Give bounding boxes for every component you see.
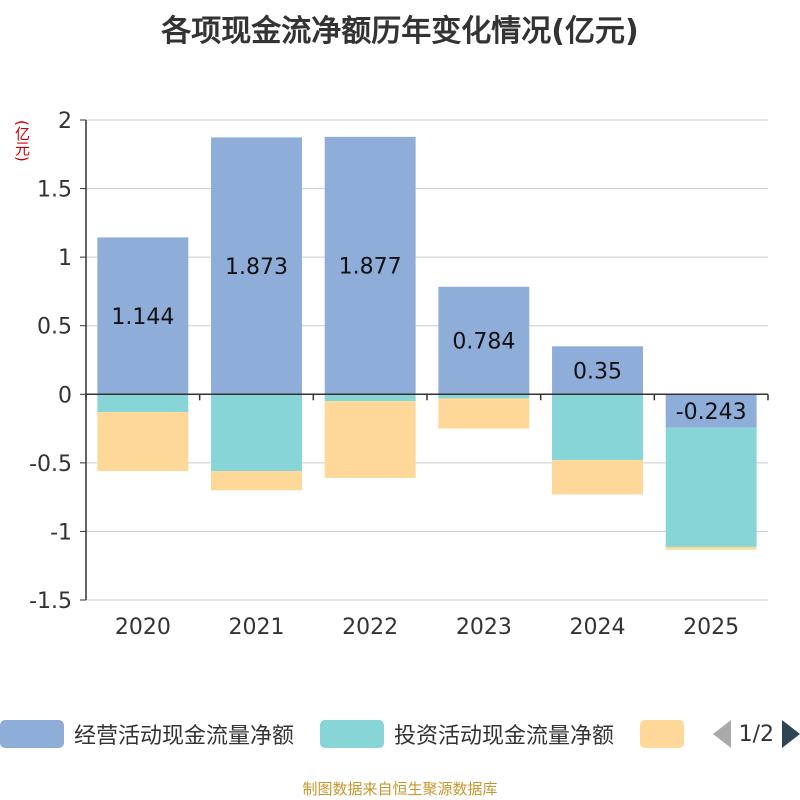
- legend-prev-page-icon[interactable]: [712, 720, 731, 748]
- bar-2022-series-1: [324, 136, 416, 395]
- bar-2022-series-3: [324, 401, 416, 478]
- legend-swatch-operating: [0, 720, 64, 748]
- legend-item-financing[interactable]: [640, 716, 684, 752]
- data-label: 1.144: [111, 305, 174, 330]
- legend-item-operating[interactable]: 经营活动现金流量净额: [0, 716, 294, 752]
- x-tick-label: 2024: [570, 615, 626, 640]
- bar-2020-series-3: [97, 412, 189, 472]
- bar-chart: 2 1.5 1 0.5 0 -0.5 -1 -1.5 2020 2021 2022 2023 2024 2…: [29, 109, 769, 640]
- bar-2025-series-1: [665, 394, 757, 428]
- bar-2021-series-1: [211, 137, 302, 395]
- legend-next-page-icon[interactable]: [782, 720, 800, 748]
- y-tick-label: -1: [50, 520, 72, 545]
- legend-item-investing[interactable]: 投资活动现金流量净额: [320, 716, 614, 752]
- legend-swatch-investing: [320, 720, 384, 748]
- legend-label-operating: 经营活动现金流量净额: [74, 724, 295, 749]
- data-label: -0.243: [676, 400, 747, 425]
- data-source-footer: 制图数据来自恒生聚源数据库: [302, 780, 498, 798]
- y-tick-label: 0.5: [37, 315, 72, 340]
- bar-2025-series-2: [665, 427, 757, 547]
- legend-label-investing: 投资活动现金流量净额: [394, 724, 615, 749]
- y-axis-unit-label: (亿元): [13, 120, 31, 162]
- y-tick-label: -0.5: [29, 452, 72, 477]
- y-tick-label: -1.5: [29, 589, 72, 614]
- bar-2023-series-2: [438, 394, 530, 399]
- x-tick-label: 2023: [456, 615, 512, 640]
- data-label: 1.873: [225, 255, 288, 280]
- bar-2024-series-3: [552, 460, 643, 495]
- legend-page-indicator: 1/2: [738, 721, 774, 747]
- bar-2024-series-1: [552, 346, 643, 395]
- y-tick-label: 1: [58, 246, 72, 271]
- bar-2021-series-3: [211, 471, 302, 491]
- data-label: 1.877: [339, 255, 402, 280]
- y-tick-label: 1.5: [37, 178, 72, 203]
- y-tick-label: 2: [58, 109, 72, 134]
- bar-2025-series-3: [665, 546, 757, 550]
- bar-2023-series-1: [438, 286, 530, 395]
- bar-2020-series-1: [97, 237, 189, 395]
- bar-2023-series-3: [438, 398, 530, 429]
- bar-2021-series-2: [211, 394, 302, 472]
- x-tick-label: 2021: [229, 615, 285, 640]
- legend-pager: 1/2: [712, 716, 800, 752]
- x-tick-label: 2025: [683, 615, 739, 640]
- legend-swatch-financing: [640, 720, 684, 748]
- chart-title: 各项现金流净额历年变化情况(亿元): [161, 14, 639, 49]
- x-tick-label: 2020: [115, 615, 171, 640]
- data-label: 0.35: [573, 359, 622, 384]
- bar-2020-series-2: [97, 394, 189, 413]
- bar-2022-series-2: [324, 394, 416, 402]
- x-tick-label: 2022: [342, 615, 398, 640]
- data-label: 0.784: [452, 330, 515, 355]
- y-tick-label: 0: [58, 383, 72, 408]
- legend: 经营活动现金流量净额 投资活动现金流量净额: [0, 716, 800, 752]
- bar-2024-series-2: [552, 394, 643, 461]
